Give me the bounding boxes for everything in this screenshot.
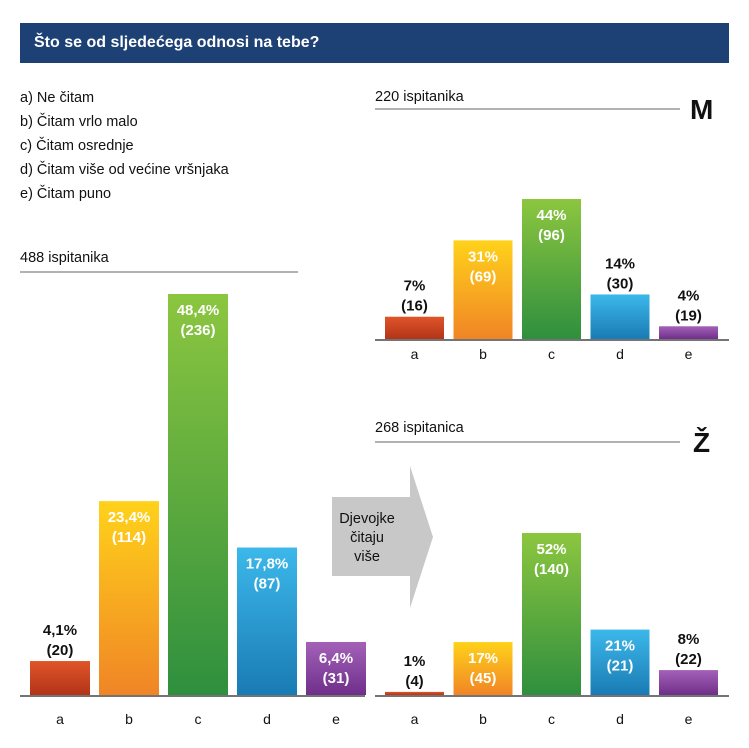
tick-label-c: c bbox=[548, 346, 555, 362]
bar-a bbox=[385, 691, 444, 695]
tick-label-e: e bbox=[685, 711, 693, 727]
count-label-c: (236) bbox=[180, 322, 215, 339]
count-label-a: (20) bbox=[47, 642, 74, 659]
bar-d bbox=[237, 547, 297, 695]
bar-b bbox=[453, 642, 513, 695]
chart-total: 488 ispitanika 4,1% (20) a 23,4% (114) b 48,4% (… bbox=[20, 250, 366, 727]
count-label-c: (96) bbox=[538, 227, 565, 244]
value-label-b: 17% bbox=[468, 650, 498, 667]
count-label-d: (30) bbox=[607, 275, 634, 292]
tick-label-a: a bbox=[56, 711, 64, 727]
count-label-e: (31) bbox=[323, 670, 350, 687]
question-header: Što se od sljedećega odnosi na tebe? bbox=[20, 23, 729, 63]
count-label-a: (4) bbox=[405, 673, 423, 690]
value-label-e: 8% bbox=[678, 631, 700, 648]
bar-b bbox=[453, 240, 513, 339]
respondent-count: 220 ispitanika bbox=[375, 89, 465, 105]
arrow-shape bbox=[332, 466, 433, 608]
legend-item-a: a) Ne čitam bbox=[20, 90, 95, 106]
gender-mark: Ž bbox=[693, 427, 710, 458]
value-label-b: 31% bbox=[468, 248, 498, 265]
question-title: Što se od sljedećega odnosi na tebe? bbox=[34, 34, 320, 51]
callout-arrow: Djevojke čitaju više bbox=[332, 466, 433, 608]
bar-d bbox=[590, 294, 650, 339]
gender-mark: M bbox=[690, 94, 713, 125]
chart-male: 220 ispitanika M 7% (16) a 31% (69) b 44% (96) c 14… bbox=[375, 89, 729, 362]
tick-label-d: d bbox=[263, 711, 271, 727]
bar-c bbox=[522, 533, 581, 695]
count-label-c: (140) bbox=[534, 561, 569, 578]
value-label-b: 23,4% bbox=[108, 509, 151, 526]
value-label-d: 17,8% bbox=[246, 556, 289, 573]
count-label-b: (114) bbox=[112, 529, 146, 546]
tick-label-a: a bbox=[411, 711, 419, 727]
value-label-c: 48,4% bbox=[177, 302, 220, 319]
count-label-d: (87) bbox=[254, 576, 281, 593]
tick-label-c: c bbox=[548, 711, 555, 727]
tick-label-e: e bbox=[685, 346, 693, 362]
value-label-e: 4% bbox=[678, 287, 700, 304]
bar-e bbox=[659, 326, 718, 339]
value-label-c: 52% bbox=[536, 541, 566, 558]
bar-b bbox=[99, 501, 159, 695]
legend-item-b: b) Čitam vrlo malo bbox=[20, 114, 138, 130]
value-label-a: 4,1% bbox=[43, 622, 77, 639]
chart-female: 268 ispitanica Ž 1% (4) a 17% (45) b 52% (140) c 21… bbox=[375, 420, 729, 727]
tick-label-a: a bbox=[411, 346, 419, 362]
count-label-a: (16) bbox=[401, 298, 428, 315]
bar-e bbox=[659, 670, 718, 695]
count-label-b: (45) bbox=[470, 670, 497, 687]
value-label-a: 1% bbox=[404, 653, 426, 670]
respondent-count: 268 ispitanica bbox=[375, 420, 465, 436]
count-label-e: (19) bbox=[675, 307, 702, 324]
respondent-count: 488 ispitanika bbox=[20, 250, 110, 266]
value-label-a: 7% bbox=[404, 278, 426, 295]
answer-legend: a) Ne čitam b) Čitam vrlo malo c) Čitam … bbox=[20, 86, 229, 206]
bar-c bbox=[168, 294, 228, 695]
arrow-text-line: čitaju bbox=[350, 530, 384, 546]
count-label-b: (69) bbox=[470, 268, 497, 285]
tick-label-b: b bbox=[479, 711, 487, 727]
bar-a bbox=[385, 316, 444, 339]
arrow-text-line: Djevojke bbox=[339, 511, 395, 527]
legend-item-e: e) Čitam puno bbox=[20, 186, 112, 202]
arrow-text-line: više bbox=[354, 549, 380, 565]
value-label-c: 44% bbox=[536, 207, 566, 224]
tick-label-b: b bbox=[479, 346, 487, 362]
legend-item-d: d) Čitam više od većine vršnjaka bbox=[20, 162, 229, 178]
bar-d bbox=[590, 629, 650, 695]
bar-c bbox=[522, 199, 581, 339]
count-label-d: (21) bbox=[607, 658, 634, 675]
bar-a bbox=[30, 661, 90, 695]
bar-e bbox=[306, 641, 366, 695]
count-label-e: (22) bbox=[675, 651, 702, 668]
tick-label-d: d bbox=[616, 346, 624, 362]
legend-item-c: c) Čitam osrednje bbox=[20, 138, 134, 154]
tick-label-b: b bbox=[125, 711, 133, 727]
value-label-e: 6,4% bbox=[319, 650, 353, 667]
tick-label-e: e bbox=[332, 711, 340, 727]
tick-label-d: d bbox=[616, 711, 624, 727]
value-label-d: 14% bbox=[605, 255, 635, 272]
value-label-d: 21% bbox=[605, 638, 635, 655]
tick-label-c: c bbox=[195, 711, 202, 727]
